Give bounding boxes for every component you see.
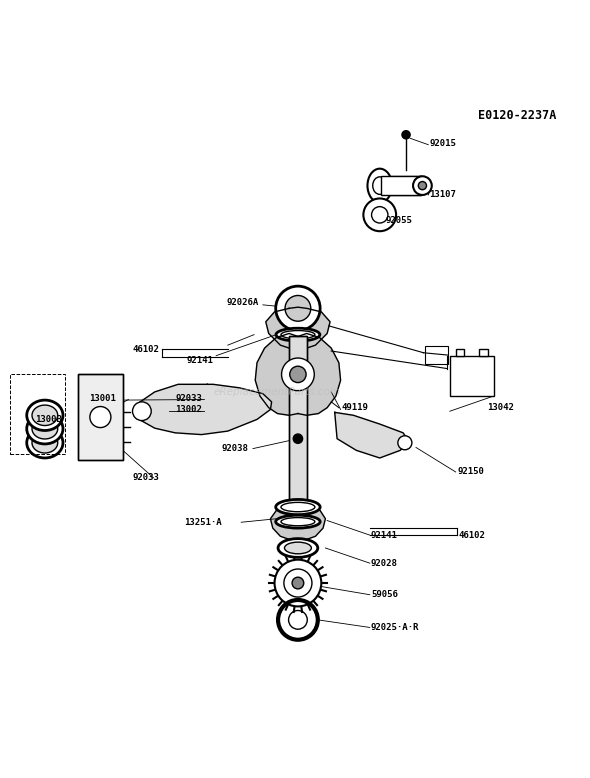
Ellipse shape [27,414,63,444]
Polygon shape [266,307,330,351]
Text: 92025·A·R: 92025·A·R [371,623,419,632]
Ellipse shape [32,419,58,439]
Circle shape [418,181,427,190]
Bar [112,381,121,426]
Bar [289,336,307,524]
Ellipse shape [284,542,312,554]
Ellipse shape [276,328,320,341]
Text: 92033: 92033 [133,473,159,482]
Text: E0120-2237A: E0120-2237A [478,109,556,122]
Polygon shape [255,334,298,415]
Bar [425,345,448,364]
Circle shape [398,436,412,450]
Circle shape [402,131,410,138]
Bar [78,373,123,461]
Circle shape [90,407,111,428]
Polygon shape [270,507,326,541]
Text: 1300B: 1300B [35,415,62,424]
Text: eReplacementParts.com: eReplacementParts.com [214,387,341,397]
Bar [112,381,121,426]
Circle shape [290,366,306,383]
Circle shape [281,358,314,391]
Ellipse shape [276,499,320,515]
Text: 92038: 92038 [222,444,249,453]
Circle shape [293,434,303,443]
Circle shape [413,177,432,195]
Text: 49119: 49119 [342,403,369,412]
Text: 46102: 46102 [133,345,159,354]
Bar [455,349,464,356]
Circle shape [292,577,304,589]
Text: 13002: 13002 [175,405,202,414]
Text: 13001: 13001 [89,394,116,403]
Circle shape [284,569,312,597]
Bar [382,177,421,195]
Text: 92028: 92028 [371,559,398,568]
Text: 13251·A: 13251·A [184,517,222,527]
Text: 92141: 92141 [187,356,214,366]
Text: 92026A: 92026A [226,298,258,307]
Circle shape [274,559,322,606]
Circle shape [276,286,320,331]
Polygon shape [135,384,271,435]
Circle shape [363,198,396,231]
Text: 92015: 92015 [430,139,456,148]
Text: 92033: 92033 [175,394,202,403]
Text: 46102: 46102 [458,531,486,540]
Ellipse shape [278,538,318,557]
Circle shape [285,296,311,321]
Polygon shape [335,412,409,458]
Text: 13107: 13107 [430,191,456,199]
Text: 92150: 92150 [457,468,484,476]
Circle shape [133,402,151,421]
Text: 92141: 92141 [371,531,398,540]
Ellipse shape [32,405,58,426]
Text: 92055: 92055 [386,216,412,225]
Ellipse shape [368,169,392,202]
Ellipse shape [276,515,320,528]
Bar [78,373,123,461]
Bar [450,356,494,396]
Ellipse shape [27,428,63,458]
Bar [289,336,307,524]
Bar [479,349,488,356]
Ellipse shape [27,400,63,430]
Text: 13042: 13042 [487,403,513,412]
Ellipse shape [32,433,58,453]
Bar [10,373,65,454]
Polygon shape [298,334,340,415]
Text: 59056: 59056 [371,591,398,599]
